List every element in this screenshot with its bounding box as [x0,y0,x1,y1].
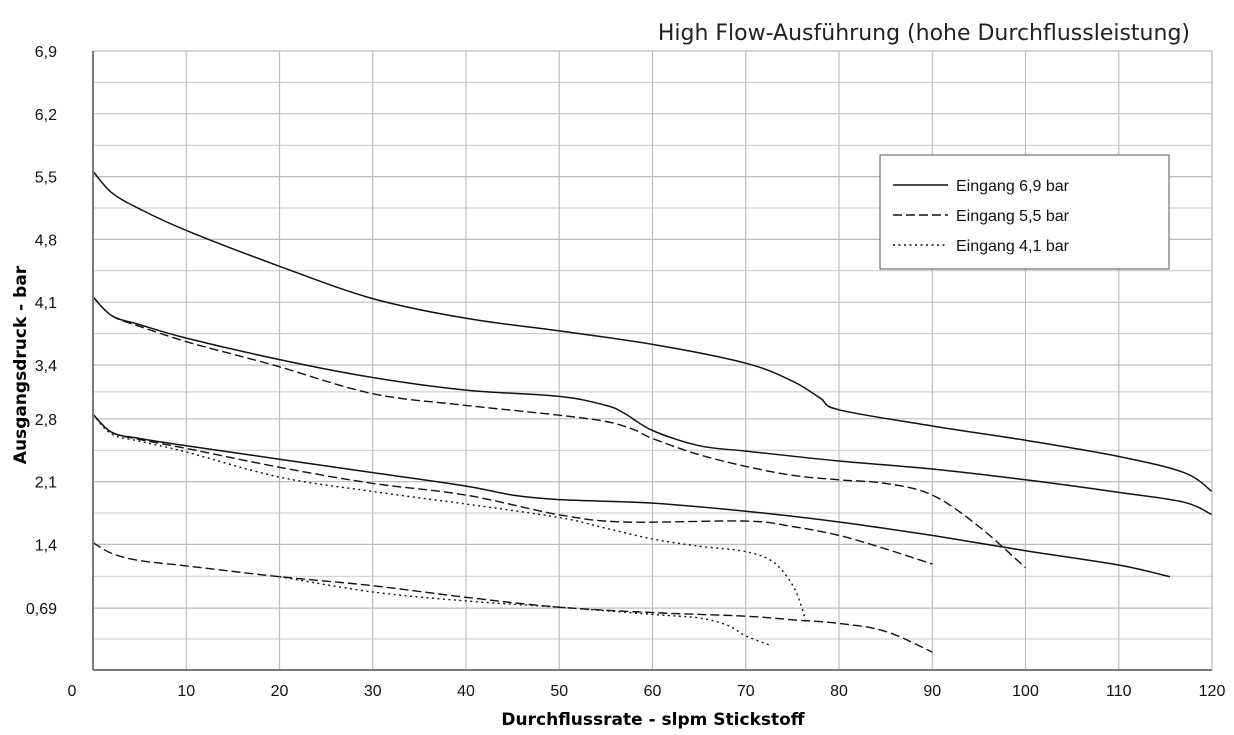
legend: Eingang 6,9 bar Eingang 5,5 bar Eingang 4,… [879,154,1170,270]
y-tick-label: 6,9 [35,44,57,61]
x-tick-label: 60 [644,683,662,700]
chart-title: High Flow-Ausführung (hohe Durchflusslei… [658,21,1190,46]
series-line [92,296,1026,569]
y-tick-label: 2,8 [35,412,57,429]
tick-labels: 0 0,69 1,4 2,1 2,8 3,4 4,1 4,8 5,5 6,2 6,9 10 20 30 40… [26,44,1226,700]
x-tick-label: 10 [177,683,195,700]
legend-label: Eingang 5,5 bar [956,208,1070,225]
x-tick-label: 40 [457,683,475,700]
x-tick-label: 120 [1199,683,1226,700]
plot-curves [92,170,1213,653]
x-tick-label: 30 [364,683,382,700]
origin-tick-label: 0 [68,683,77,700]
y-tick-label: 5,5 [35,170,57,187]
y-tick-label: 4,1 [35,295,57,312]
x-tick-label: 80 [830,683,848,700]
x-tick-label: 110 [1106,683,1132,700]
x-tick-label: 70 [737,683,755,700]
axes [92,51,1213,671]
x-tick-label: 50 [550,683,568,700]
series-line [279,576,770,646]
y-tick-label: 2,1 [35,475,57,492]
grid [92,50,1213,671]
y-tick-label: 0,69 [26,601,57,618]
series-line [92,541,933,653]
y-axis-label: Ausgangsdruck - bar [11,265,31,464]
legend-box [879,154,1170,270]
y-tick-label: 4,8 [35,232,57,249]
x-tick-label: 100 [1012,683,1039,700]
legend-label: Eingang 6,9 bar [956,178,1070,195]
y-tick-label: 1,4 [35,537,57,554]
series-line [92,296,1213,516]
x-tick-label: 20 [271,683,289,700]
x-axis-label: Durchflussrate - slpm Stickstoff [501,710,804,730]
series-line [92,170,1213,493]
y-tick-label: 6,2 [35,107,57,124]
series-line [92,413,808,626]
x-tick-label: 90 [923,683,941,700]
series-line [92,413,933,565]
legend-label: Eingang 4,1 bar [956,238,1070,255]
series-line [92,413,1171,578]
y-tick-label: 3,4 [35,358,57,375]
